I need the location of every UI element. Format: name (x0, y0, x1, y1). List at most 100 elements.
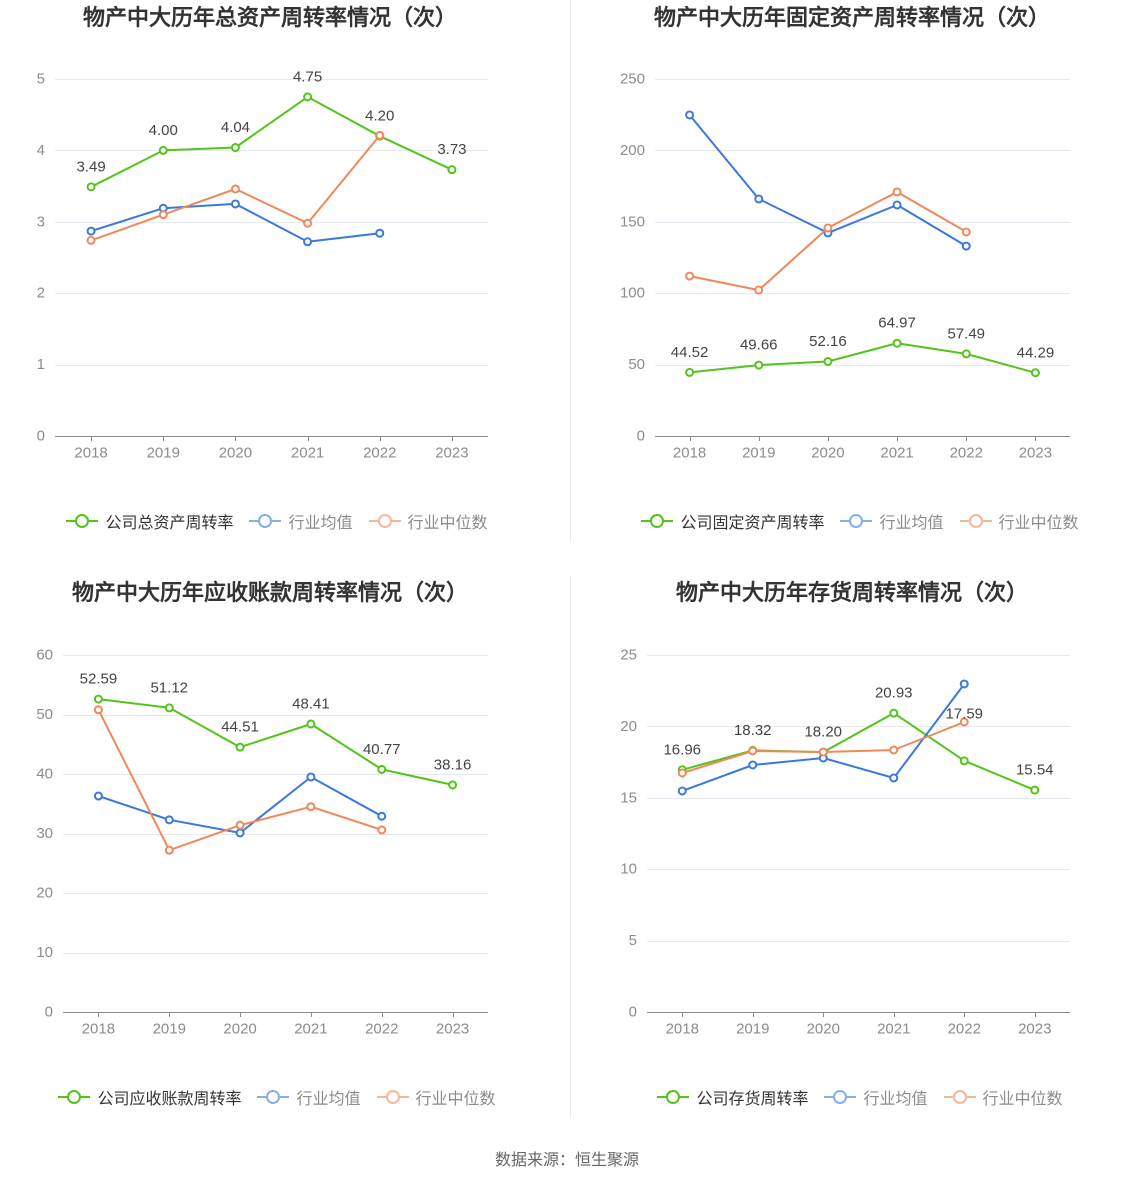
data-label: 4.75 (293, 68, 322, 85)
data-point (303, 92, 313, 102)
data-point (164, 703, 174, 713)
data-point (961, 227, 971, 237)
legend-item-industry-median[interactable]: 行业中位数 (959, 509, 1079, 533)
data-point (961, 349, 971, 359)
y-tick-label: 200 (620, 142, 645, 159)
data-label: 48.41 (292, 695, 330, 712)
data-label: 64.97 (878, 315, 916, 332)
x-tick-label: 2018 (82, 1021, 115, 1038)
x-tick-label: 2019 (736, 1021, 769, 1038)
data-label: 4.04 (221, 119, 250, 136)
x-tick-label: 2023 (1018, 1021, 1051, 1038)
data-point (303, 218, 313, 228)
legend-item-industry-median[interactable]: 行业中位数 (943, 1085, 1063, 1109)
x-tick-label: 2023 (436, 1021, 469, 1038)
legend-item-industry-average[interactable]: 行业均值 (249, 509, 353, 533)
x-tick-label: 2021 (880, 445, 913, 462)
line-circle-marker-icon (376, 1090, 409, 1104)
axes: 0 5 10 15 20 25 2018 2019 2020 2021 2022 2023 (620, 647, 1070, 1038)
data-point (823, 223, 833, 233)
chart-plot-area: 0 1 2 3 4 5 2018 2019 2020 2021 2022 2023 3.49 4.00 4.… (37, 68, 488, 462)
data-point (754, 194, 764, 204)
legend-label: 公司总资产周转率 (105, 515, 234, 532)
x-tick-label: 2018 (666, 1021, 699, 1038)
data-point (235, 820, 245, 830)
series-2 (677, 717, 969, 778)
series-2 (93, 705, 387, 855)
axes: 0 10 20 30 40 50 60 2018 2019 2020 2021 2022 2023 (36, 647, 488, 1038)
x-tick-label: 2021 (291, 445, 324, 462)
series-line (688, 342, 1037, 374)
y-tick-label: 50 (36, 706, 53, 723)
legend-item-company[interactable]: 公司应收账款周转率 (58, 1085, 241, 1109)
y-tick-label: 30 (36, 825, 53, 842)
legend-item-company[interactable]: 公司总资产周转率 (66, 509, 233, 533)
legend-label: 行业中位数 (415, 1091, 496, 1108)
y-tick-label: 250 (620, 71, 645, 88)
data-point (677, 768, 687, 778)
line-circle-marker-icon (368, 514, 401, 528)
data-source-note: 数据来源：恒生聚源 (494, 1152, 639, 1169)
x-tick-label: 2018 (74, 445, 107, 462)
data-point (375, 130, 385, 140)
data-point (892, 200, 902, 210)
data-point (959, 756, 969, 766)
legend-item-industry-average[interactable]: 行业均值 (840, 509, 944, 533)
y-tick-label: 100 (620, 285, 645, 302)
data-point (235, 742, 245, 752)
chart-legend: 公司应收账款周转率 行业均值 行业中位数 (0, 1085, 554, 1109)
data-point (230, 184, 240, 194)
y-tick-label: 10 (36, 944, 53, 961)
data-point (306, 772, 316, 782)
data-point (158, 145, 168, 155)
y-tick-label: 20 (36, 885, 53, 902)
data-point (1030, 368, 1040, 378)
data-point (93, 705, 103, 715)
y-tick-label: 60 (36, 647, 53, 664)
data-label: 18.20 (804, 724, 842, 741)
series-line (97, 698, 454, 786)
data-point (230, 143, 240, 153)
legend-item-industry-average[interactable]: 行业均值 (257, 1085, 361, 1109)
legend-item-company[interactable]: 公司固定资产周转率 (641, 509, 824, 533)
series-0 (685, 338, 1040, 378)
y-tick-label: 0 (37, 428, 45, 445)
data-label: 51.12 (150, 679, 188, 696)
data-label: 40.77 (363, 741, 401, 758)
chart-title: 物产中大历年应收账款周转率情况（次） (71, 580, 468, 605)
line-circle-marker-icon (257, 1090, 290, 1104)
chart-plot-area: 0 10 20 30 40 50 60 2018 2019 2020 2021 2022 2023 52.… (36, 647, 488, 1038)
data-point (892, 338, 902, 348)
y-tick-label: 2 (37, 285, 45, 302)
x-tick-label: 2020 (219, 445, 252, 462)
x-tick-label: 2023 (1019, 445, 1052, 462)
data-point (164, 815, 174, 825)
y-tick-label: 25 (620, 647, 637, 664)
x-tick-label: 2022 (950, 445, 983, 462)
chart-title: 物产中大历年总资产周转率情况（次） (82, 5, 457, 30)
x-tick-label: 2022 (948, 1021, 981, 1038)
legend-item-industry-median[interactable]: 行业中位数 (368, 509, 488, 533)
line-circle-marker-icon (840, 514, 873, 528)
chart-legend: 公司固定资产周转率 行业均值 行业中位数 (586, 509, 1134, 533)
data-label: 16.96 (663, 741, 701, 758)
y-tick-label: 0 (637, 428, 645, 445)
data-label: 17.59 (945, 705, 983, 722)
data-point (158, 210, 168, 220)
series-2 (86, 130, 385, 245)
line-circle-marker-icon (249, 514, 282, 528)
legend-item-industry-median[interactable]: 行业中位数 (376, 1085, 496, 1109)
x-tick-label: 2022 (363, 445, 396, 462)
legend-item-industry-average[interactable]: 行业均值 (824, 1085, 928, 1109)
data-point (748, 746, 758, 756)
x-tick-label: 2020 (807, 1021, 840, 1038)
x-tick-label: 2021 (877, 1021, 910, 1038)
y-tick-label: 40 (36, 766, 53, 783)
data-point (93, 791, 103, 801)
data-point (377, 825, 387, 835)
data-label: 57.49 (947, 325, 985, 342)
chart-title: 物产中大历年存货周转率情况（次） (675, 580, 1028, 605)
legend-item-company[interactable]: 公司存货周转率 (657, 1085, 808, 1109)
